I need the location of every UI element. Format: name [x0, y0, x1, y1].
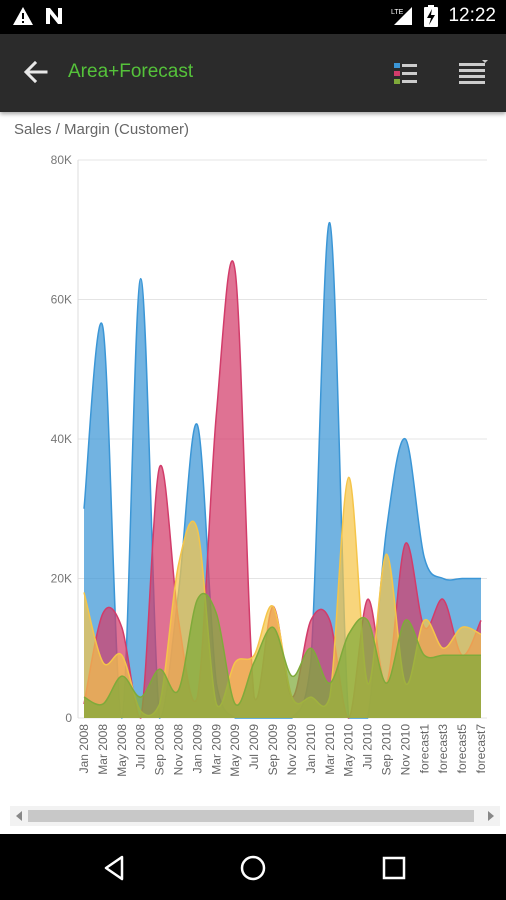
menu-icon[interactable] [458, 60, 488, 88]
navigation-bar [0, 834, 506, 900]
x-tick-label: Sep 2010 [379, 724, 393, 776]
x-tick-label: Nov 2010 [398, 724, 412, 776]
x-tick-label: Sep 2008 [153, 724, 167, 776]
series-line-3 [83, 592, 481, 706]
y-tick-label: 80K [51, 153, 72, 167]
app-bar: Area+Forecast [0, 34, 506, 112]
x-tick-label: May 2008 [115, 724, 129, 777]
x-tick-label: May 2009 [228, 724, 242, 777]
x-tick-label: Jul 2008 [134, 724, 148, 770]
x-tick-label: Nov 2009 [285, 724, 299, 776]
series-area-3 [84, 593, 481, 718]
x-tick-label: Jul 2010 [361, 724, 375, 770]
nav-recents-icon[interactable] [377, 851, 411, 885]
x-tick-label: Sep 2009 [266, 724, 280, 776]
x-tick-label: Jan 2010 [304, 724, 318, 774]
y-tick-label: 60K [51, 293, 72, 307]
page-title: Area+Forecast [68, 61, 194, 82]
y-tick-label: 0 [65, 711, 72, 725]
x-tick-label: forecast5 [455, 724, 469, 774]
chart: 0 20K 40K 60K 80K Jan 2008 Mar 2008 May 2008 Jul… [0, 140, 506, 800]
x-tick-label: Jan 2009 [190, 724, 204, 774]
battery-charging-icon [424, 5, 439, 27]
lte-signal-icon: LTE [390, 5, 414, 27]
x-tick-label: Mar 2010 [323, 724, 337, 775]
status-time: 12:22 [448, 5, 496, 26]
y-tick-label: 40K [51, 432, 72, 446]
x-tick-label: Jan 2008 [77, 724, 91, 774]
legend-list-icon[interactable] [392, 60, 420, 88]
x-tick-label: Mar 2008 [96, 724, 110, 775]
scroll-right-icon[interactable] [488, 811, 494, 821]
scroll-left-icon[interactable] [16, 811, 22, 821]
status-bar: LTE 12:22 [0, 0, 506, 34]
svg-text:LTE: LTE [391, 9, 404, 16]
back-arrow-icon[interactable] [20, 58, 50, 88]
x-tick-label: forecast7 [474, 724, 488, 774]
chart-title: Sales / Margin (Customer) [14, 121, 190, 138]
x-tick-label: May 2010 [342, 724, 356, 777]
nav-back-icon[interactable] [98, 851, 132, 885]
area-chart: 0 20K 40K 60K 80K Jan 2008 Mar 2008 May 2008 Jul… [51, 153, 488, 777]
nav-home-icon[interactable] [236, 851, 270, 885]
scrollbar-thumb[interactable] [28, 810, 474, 822]
x-tick-label: Jul 2009 [247, 724, 261, 770]
horizontal-scrollbar[interactable] [10, 806, 500, 826]
series-area-2 [84, 477, 481, 718]
warning-icon [12, 6, 34, 26]
x-tick-label: forecast3 [436, 724, 450, 774]
n-notification-icon [44, 6, 64, 26]
x-tick-label: Nov 2008 [172, 724, 186, 776]
x-tick-label: forecast1 [417, 724, 431, 774]
x-tick-label: Mar 2009 [209, 724, 223, 775]
y-tick-label: 20K [51, 572, 72, 586]
